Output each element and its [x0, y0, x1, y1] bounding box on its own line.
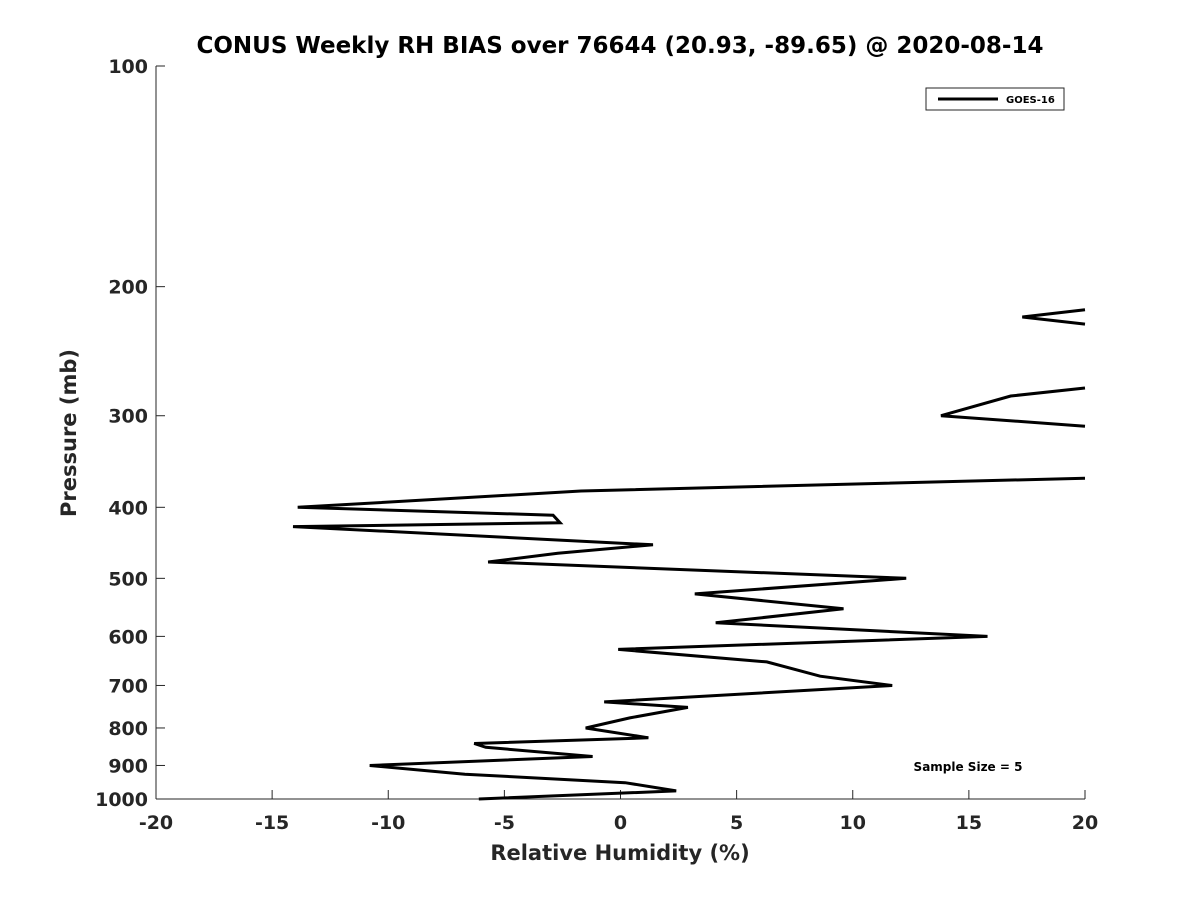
plot-area [155, 66, 1085, 800]
y-tick-label: 400 [108, 497, 148, 519]
x-axis-label: Relative Humidity (%) [490, 841, 749, 865]
x-tick-label: 20 [1072, 812, 1098, 834]
chart-title: CONUS Weekly RH BIAS over 76644 (20.93, … [196, 33, 1043, 59]
x-tick-label: -20 [139, 812, 173, 834]
series-line-goes-16-segment [1022, 308, 1086, 326]
series-line-goes-16-segment [940, 386, 1086, 428]
x-tick-label: 15 [956, 812, 982, 834]
x-tick-label: 5 [730, 812, 743, 834]
y-tick-label: 800 [108, 718, 148, 740]
y-tick-label: 300 [108, 406, 148, 428]
x-tick-label: 10 [840, 812, 866, 834]
x-tick-label: -5 [494, 812, 515, 834]
legend-label-goes-16: GOES-16 [1006, 95, 1055, 106]
y-tick-label: 600 [108, 626, 148, 648]
y-tick-label: 900 [108, 755, 148, 777]
y-tick-label: 1000 [95, 789, 148, 811]
y-tick-label: 700 [108, 675, 148, 697]
x-ticks: -20 -15 -10 -5 0 5 10 15 20 [139, 790, 1098, 834]
y-axis-label: Pressure (mb) [57, 349, 81, 517]
series-layer [292, 308, 1086, 801]
x-tick-label: -10 [371, 812, 405, 834]
x-tick-label: 0 [614, 812, 627, 834]
y-ticks: 100 200 300 400 500 600 700 800 900 1000 [95, 56, 165, 811]
y-tick-label: 100 [108, 56, 148, 78]
x-tick-label: -15 [255, 812, 289, 834]
y-tick-label: 200 [108, 277, 148, 299]
series-line-goes-16 [292, 476, 1086, 801]
legend: GOES-16 [925, 87, 1065, 111]
y-tick-label: 500 [108, 568, 148, 590]
sample-size-annotation: Sample Size = 5 [914, 760, 1023, 774]
